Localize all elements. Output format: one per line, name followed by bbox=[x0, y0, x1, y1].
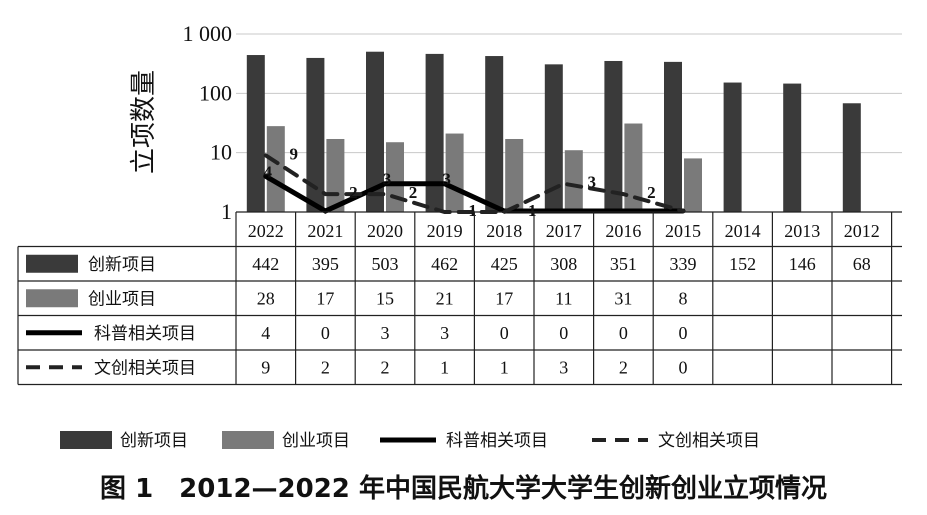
bar-innovation bbox=[544, 64, 563, 212]
legend-entry: 科普相关项目 bbox=[446, 431, 548, 451]
bar-innovation bbox=[664, 61, 682, 212]
y-tick-label: 1 bbox=[221, 199, 232, 224]
table-cell-value: 0 bbox=[679, 323, 688, 343]
table-cell-value: 0 bbox=[679, 357, 688, 377]
table-row-label: 创新项目 bbox=[88, 255, 156, 275]
table-cell-value: 152 bbox=[729, 254, 756, 274]
table-cell-value: 2 bbox=[381, 357, 390, 377]
x-tick-label: 2016 bbox=[605, 221, 641, 241]
x-tick-label: 2018 bbox=[486, 221, 522, 241]
table-row-label: 创业项目 bbox=[88, 289, 156, 309]
table-cell-value: 308 bbox=[550, 254, 577, 274]
x-tick-label: 2013 bbox=[784, 221, 820, 241]
table-cell-value: 31 bbox=[614, 288, 632, 308]
bar-entrepreneurship bbox=[684, 158, 702, 212]
y-tick-label: 10 bbox=[210, 140, 232, 165]
bar-innovation bbox=[366, 51, 384, 212]
bar-innovation bbox=[842, 103, 861, 212]
table-cell-value: 1 bbox=[500, 357, 509, 377]
bar-innovation bbox=[306, 57, 325, 212]
x-tick-label: 2020 bbox=[367, 221, 403, 241]
table-cell-value: 0 bbox=[619, 323, 628, 343]
table-cell-value: 28 bbox=[257, 288, 275, 308]
series-line-science bbox=[263, 173, 686, 214]
line-data-label: 1 bbox=[468, 201, 477, 220]
table-cell-value: 1 bbox=[440, 357, 449, 377]
line-data-label: 3 bbox=[588, 173, 597, 192]
table-cell-value: 3 bbox=[381, 323, 390, 343]
x-tick-label: 2014 bbox=[725, 221, 761, 241]
table-cell-value: 442 bbox=[252, 254, 279, 274]
table-cell-value: 2 bbox=[321, 357, 330, 377]
legend-entry: 创业项目 bbox=[282, 431, 350, 451]
bar-entrepreneurship bbox=[505, 138, 524, 212]
line-data-label: 3 bbox=[383, 170, 392, 189]
x-tick-label: 2022 bbox=[248, 221, 284, 241]
line-data-label: 2 bbox=[409, 183, 418, 202]
table-cell-value: 8 bbox=[679, 288, 688, 308]
table-cell-value: 503 bbox=[372, 254, 399, 274]
legend-swatch bbox=[60, 431, 112, 449]
line-data-label: 9 bbox=[290, 144, 299, 163]
bar-innovation bbox=[425, 53, 444, 212]
table-cell-value: 9 bbox=[261, 357, 270, 377]
x-tick-label: 2019 bbox=[427, 221, 463, 241]
line-data-label: 2 bbox=[349, 183, 358, 202]
table-cell-value: 0 bbox=[559, 323, 568, 343]
table-cell-value: 17 bbox=[316, 288, 334, 308]
table-cell-value: 0 bbox=[500, 323, 509, 343]
table-cell-value: 351 bbox=[610, 254, 637, 274]
table-cell-value: 0 bbox=[321, 323, 330, 343]
x-tick-label: 2015 bbox=[665, 221, 701, 241]
table-cell-value: 4 bbox=[261, 323, 270, 343]
bar-entrepreneurship bbox=[266, 126, 285, 212]
y-tick-label: 1 000 bbox=[183, 21, 233, 46]
bar-innovation bbox=[604, 60, 623, 213]
legend-swatch bbox=[26, 289, 78, 308]
table-cell-value: 17 bbox=[495, 288, 513, 308]
line-data-label: 3 bbox=[442, 170, 451, 189]
table-cell-value: 425 bbox=[491, 254, 518, 274]
bar-entrepreneurship bbox=[564, 150, 583, 212]
line-data-label: 2 bbox=[647, 183, 656, 202]
table-row-label: 科普相关项目 bbox=[94, 324, 196, 344]
table-cell-value: 462 bbox=[431, 254, 458, 274]
table-cell-value: 3 bbox=[559, 357, 568, 377]
table-cell-value: 68 bbox=[853, 254, 871, 274]
line-data-label: 4 bbox=[264, 162, 273, 181]
table-cell-value: 21 bbox=[436, 288, 454, 308]
x-tick-label: 2021 bbox=[307, 221, 343, 241]
legend-entry: 创新项目 bbox=[120, 431, 188, 451]
table-cell-value: 395 bbox=[312, 254, 339, 274]
bar-innovation bbox=[485, 56, 504, 213]
y-axis-label: 立项数量 bbox=[129, 70, 159, 174]
table-cell-value: 3 bbox=[440, 323, 449, 343]
bar-innovation bbox=[723, 82, 742, 212]
x-tick-label: 2012 bbox=[844, 221, 880, 241]
legend-entry: 文创相关项目 bbox=[658, 431, 760, 451]
table-row-label: 文创相关项目 bbox=[94, 358, 196, 378]
table-cell-value: 146 bbox=[789, 254, 816, 274]
line-data-label: 1 bbox=[528, 201, 537, 220]
bar-innovation bbox=[783, 83, 802, 213]
y-tick-label: 100 bbox=[199, 80, 232, 105]
bar-innovation bbox=[246, 55, 265, 212]
figure-caption: 图 1 2012—2022 年中国民航大学大学生创新创业立项情况 bbox=[100, 474, 827, 504]
table-cell-value: 339 bbox=[670, 254, 697, 274]
legend-swatch bbox=[222, 431, 274, 449]
legend-swatch bbox=[26, 254, 78, 273]
bar-entrepreneurship bbox=[386, 142, 404, 212]
table-cell-value: 11 bbox=[555, 288, 572, 308]
bar-entrepreneurship bbox=[624, 123, 643, 212]
table-cell-value: 15 bbox=[376, 288, 394, 308]
table-cell-value: 2 bbox=[619, 357, 628, 377]
x-tick-label: 2017 bbox=[546, 221, 582, 241]
